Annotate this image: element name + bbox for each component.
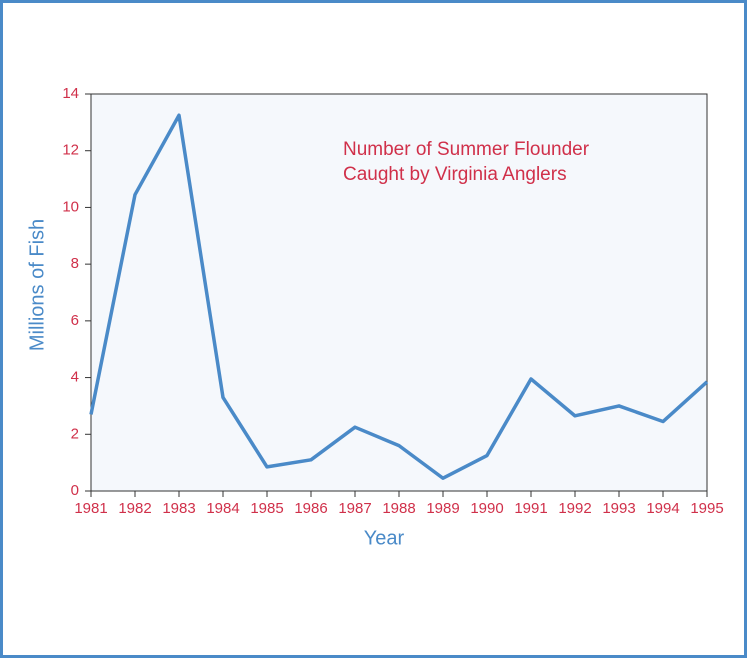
x-tick-label: 1982 [118,500,151,517]
y-tick-label: 10 [62,198,79,215]
x-tick-label: 1992 [558,500,591,517]
x-tick-label: 1995 [690,500,723,517]
y-tick-label: 8 [71,255,79,272]
data-line [89,113,709,480]
x-tick-label: 1983 [162,500,195,517]
x-tick-label: 1987 [338,500,371,517]
plot-area [90,93,708,492]
x-tick-label: 1989 [426,500,459,517]
y-tick-label: 4 [71,369,79,386]
x-tick-label: 1985 [250,500,283,517]
y-tick-label: 14 [62,85,79,102]
y-tick-label: 0 [71,482,79,499]
x-tick-label: 1990 [470,500,503,517]
chart-title: Number of Summer Flounder [343,139,590,160]
x-tick-label: 1981 [74,500,107,517]
x-axis-label: Year [364,527,405,549]
x-tick-label: 1986 [294,500,327,517]
x-tick-label: 1988 [382,500,415,517]
chart-title: Caught by Virginia Anglers [343,164,567,185]
x-tick-label: 1984 [206,500,239,517]
y-tick-label: 6 [71,312,79,329]
y-tick-label: 12 [62,142,79,159]
y-tick-label: 2 [71,425,79,442]
y-axis-label: Millions of Fish [26,219,48,351]
x-tick-label: 1993 [602,500,635,517]
x-tick-label: 1994 [646,500,679,517]
x-tick-label: 1991 [514,500,547,517]
